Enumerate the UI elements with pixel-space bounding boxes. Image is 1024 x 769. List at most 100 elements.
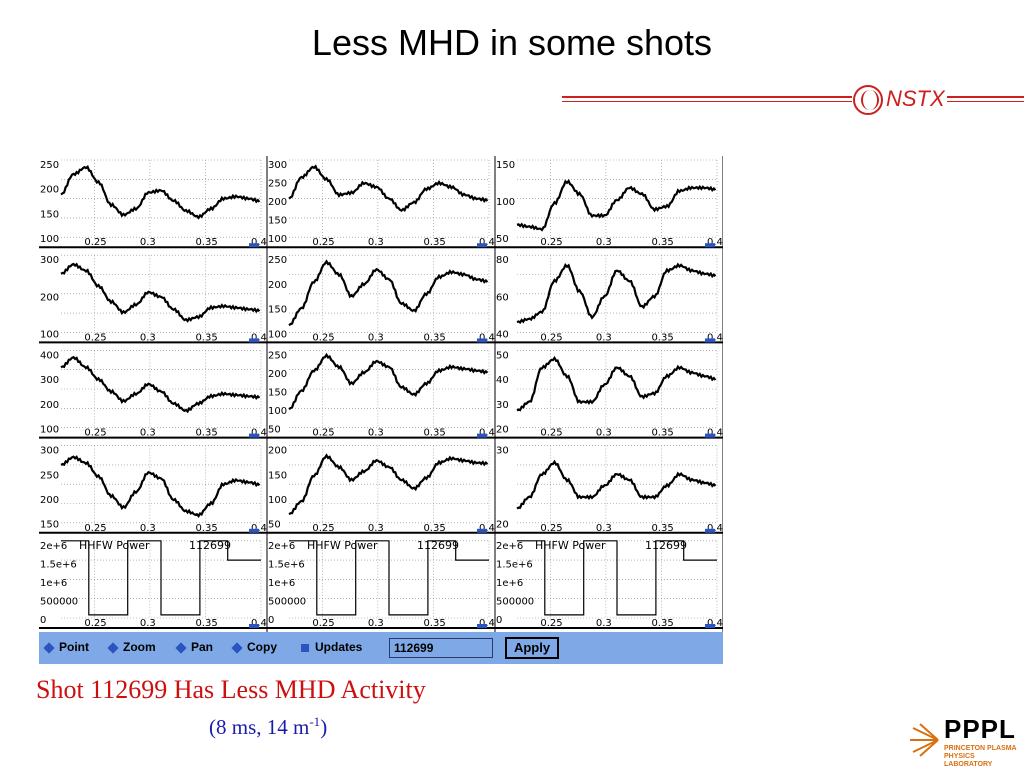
x-tick-label: 0.25 <box>84 523 106 534</box>
y-tick-label: 0 <box>496 615 502 626</box>
y-tick-label: 150 <box>40 520 59 531</box>
plot-svg: 250 200 150 100 0.25 0.3 0.35 0.4 300 250 200 150 10… <box>39 156 723 632</box>
point-label: Point <box>59 640 89 654</box>
x-tick-label: 0.3 <box>368 618 384 629</box>
nstx-rule <box>562 101 852 102</box>
starburst-icon <box>910 723 939 757</box>
nstx-rule <box>947 101 1024 102</box>
y-tick-label: 40 <box>496 375 509 386</box>
series-line <box>60 262 261 323</box>
y-tick-label: 250 <box>40 470 59 481</box>
x-tick-label: 0.25 <box>84 237 106 248</box>
series-line <box>516 179 717 232</box>
y-tick-label: 1e+6 <box>268 578 295 589</box>
x-tick-label: 0.35 <box>423 428 445 439</box>
y-tick-label: 1.5e+6 <box>268 559 305 570</box>
x-tick-label: 0.25 <box>312 618 334 629</box>
series-line <box>288 352 489 411</box>
y-tick-label: 300 <box>40 375 59 386</box>
x-tick-label: 0.25 <box>540 237 562 248</box>
scroll-marker-icon <box>705 528 715 533</box>
power-trace <box>517 540 717 616</box>
shot-label: 112699 <box>645 539 687 552</box>
y-tick-label: 100 <box>268 406 287 417</box>
y-tick-label: 100 <box>40 329 59 340</box>
x-tick-label: 0.3 <box>368 332 384 343</box>
pppl-logo-text: PPPL <box>944 714 1016 744</box>
pppl-subtitle: PRINCETON PLASMA PHYSICS LABORATORY <box>944 745 1024 769</box>
scroll-marker-icon <box>249 624 259 628</box>
y-tick-label: 200 <box>40 400 59 411</box>
y-tick-label: 100 <box>40 425 59 436</box>
x-tick-label: 0.25 <box>312 523 334 534</box>
pan-radio[interactable]: Pan <box>175 640 214 654</box>
x-tick-label: 0.4 <box>479 428 495 439</box>
x-tick-label: 0.25 <box>312 332 334 343</box>
pppl-subtitle-line: PRINCETON PLASMA <box>944 745 1017 752</box>
scroll-marker-icon <box>705 433 715 438</box>
copy-radio[interactable]: Copy <box>231 640 277 654</box>
radio-icon <box>175 642 187 654</box>
point-radio[interactable]: Point <box>43 640 89 654</box>
power-trace <box>61 540 261 616</box>
y-tick-label: 150 <box>496 160 515 171</box>
y-tick-label: 2e+6 <box>496 541 523 552</box>
shot-number-input[interactable]: 112699 <box>389 638 493 658</box>
nstx-rule <box>947 96 1024 98</box>
shot-label: 112699 <box>189 539 231 552</box>
series-line <box>60 355 261 414</box>
x-tick-label: 0.25 <box>312 428 334 439</box>
power-trace <box>289 540 489 616</box>
y-tick-label: 0 <box>40 615 46 626</box>
nstx-rule <box>562 96 852 98</box>
power-label: HHFW Power <box>79 539 150 552</box>
x-tick-label: 0.3 <box>596 237 612 248</box>
page-title: Less MHD in some shots <box>311 22 713 63</box>
shot-label: 112699 <box>417 539 459 552</box>
x-tick-label: 0.4 <box>707 332 723 343</box>
y-tick-label: 80 <box>496 255 509 266</box>
x-tick-label: 0.35 <box>651 237 673 248</box>
y-tick-label: 100 <box>496 197 515 208</box>
x-tick-label: 0.4 <box>707 618 723 629</box>
x-tick-label: 0.3 <box>596 618 612 629</box>
x-tick-label: 0.4 <box>251 618 267 629</box>
scroll-marker-icon <box>477 433 487 438</box>
y-tick-label: 200 <box>268 280 287 291</box>
x-tick-label: 0.3 <box>596 428 612 439</box>
y-tick-label: 500000 <box>496 596 534 607</box>
x-tick-label: 0.35 <box>195 332 217 343</box>
series-line <box>60 455 261 518</box>
scroll-marker-icon <box>477 528 487 533</box>
x-tick-label: 0.3 <box>140 332 156 343</box>
figure-subcaption: (8 ms, 14 m-1) <box>209 714 327 740</box>
y-tick-label: 200 <box>268 446 287 457</box>
scroll-marker-icon <box>477 338 487 343</box>
y-tick-label: 150 <box>268 387 287 398</box>
series-line <box>288 164 489 212</box>
toolbar: Point Zoom Pan Copy Updates 112699 Apply <box>39 632 723 664</box>
x-tick-label: 0.3 <box>368 428 384 439</box>
y-tick-label: 250 <box>268 179 287 190</box>
y-tick-label: 50 <box>496 234 509 245</box>
y-tick-label: 1e+6 <box>496 578 523 589</box>
x-tick-label: 0.25 <box>540 428 562 439</box>
y-tick-label: 400 <box>40 350 59 361</box>
checkbox-icon <box>301 643 309 652</box>
x-tick-label: 0.3 <box>140 428 156 439</box>
y-tick-label: 2e+6 <box>40 541 67 552</box>
scroll-marker-icon <box>249 338 259 343</box>
zoom-radio[interactable]: Zoom <box>107 640 156 654</box>
scroll-marker-icon <box>705 338 715 343</box>
y-tick-label: 1.5e+6 <box>496 559 533 570</box>
y-tick-label: 50 <box>268 425 281 436</box>
copy-label: Copy <box>247 640 277 654</box>
updates-checkbox[interactable]: Updates <box>301 640 362 654</box>
pan-label: Pan <box>191 640 214 654</box>
y-tick-label: 500000 <box>268 596 306 607</box>
y-tick-label: 150 <box>268 470 287 481</box>
figure-caption: Shot 112699 Has Less MHD Activity <box>36 675 426 704</box>
apply-button[interactable]: Apply <box>505 637 559 659</box>
scroll-marker-icon <box>249 433 259 438</box>
subcaption-main: (8 ms, 14 m <box>209 715 310 739</box>
